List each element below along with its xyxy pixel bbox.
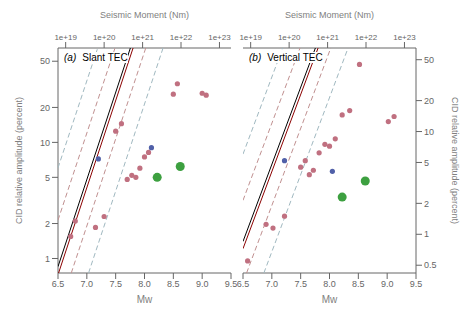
svg-text:1e+20: 1e+20 <box>278 33 301 42</box>
svg-text:5: 5 <box>424 158 429 168</box>
svg-text:50: 50 <box>424 55 434 65</box>
svg-text:10: 10 <box>424 127 434 137</box>
svg-text:6.5: 6.5 <box>237 279 249 289</box>
svg-text:9.0: 9.0 <box>196 279 209 289</box>
svg-text:8.5: 8.5 <box>167 279 180 289</box>
svg-text:9.5: 9.5 <box>225 279 237 289</box>
svg-text:1e+22: 1e+22 <box>355 33 378 42</box>
html-text:Vertical TEC: Vertical TEC <box>267 52 323 63</box>
svg-text:0.5: 0.5 <box>424 260 437 270</box>
svg-text:9.5: 9.5 <box>410 279 423 289</box>
svg-text:1e+23: 1e+23 <box>393 33 416 42</box>
svg-text:1: 1 <box>45 254 50 264</box>
svg-text:Mw: Mw <box>322 294 338 305</box>
svg-text:1e+19: 1e+19 <box>239 33 262 42</box>
svg-text:2: 2 <box>45 219 50 229</box>
svg-text:1e+19: 1e+19 <box>54 33 77 42</box>
svg-text:9.0: 9.0 <box>381 279 394 289</box>
svg-text:7.5: 7.5 <box>109 279 122 289</box>
svg-text:CID relative amplitude (percen: CID relative amplitude (percent) <box>450 97 460 224</box>
svg-text:7.0: 7.0 <box>81 279 94 289</box>
svg-text:7.0: 7.0 <box>266 279 279 289</box>
svg-text:8.5: 8.5 <box>352 279 365 289</box>
svg-text:1e+21: 1e+21 <box>131 33 154 42</box>
svg-text:1e+21: 1e+21 <box>316 33 339 42</box>
svg-text:1e+20: 1e+20 <box>93 33 116 42</box>
svg-text:6.5: 6.5 <box>52 279 65 289</box>
svg-text:10: 10 <box>40 138 50 148</box>
svg-text:2: 2 <box>424 199 429 209</box>
svg-text:Seismic Moment (Nm): Seismic Moment (Nm) <box>285 10 374 20</box>
svg-text:1: 1 <box>424 229 429 239</box>
html-text:(a): (a) <box>64 52 77 63</box>
svg-text:CID relative amplitude (percen: CID relative amplitude (percent) <box>14 97 24 224</box>
html-text:(b): (b) <box>249 52 262 63</box>
svg-text:7.5: 7.5 <box>294 279 307 289</box>
svg-text:Mw: Mw <box>137 294 153 305</box>
svg-text:8.0: 8.0 <box>323 279 336 289</box>
svg-text:8.0: 8.0 <box>138 279 151 289</box>
html-text:Slant TEC: Slant TEC <box>82 52 128 63</box>
svg-text:1e+22: 1e+22 <box>170 33 193 42</box>
svg-text:1e+23: 1e+23 <box>208 33 231 42</box>
svg-text:20: 20 <box>40 103 50 113</box>
svg-text:50: 50 <box>40 56 50 66</box>
svg-text:5: 5 <box>45 173 50 183</box>
svg-text:20: 20 <box>424 96 434 106</box>
svg-text:Seismic Moment (Nm): Seismic Moment (Nm) <box>100 10 189 20</box>
